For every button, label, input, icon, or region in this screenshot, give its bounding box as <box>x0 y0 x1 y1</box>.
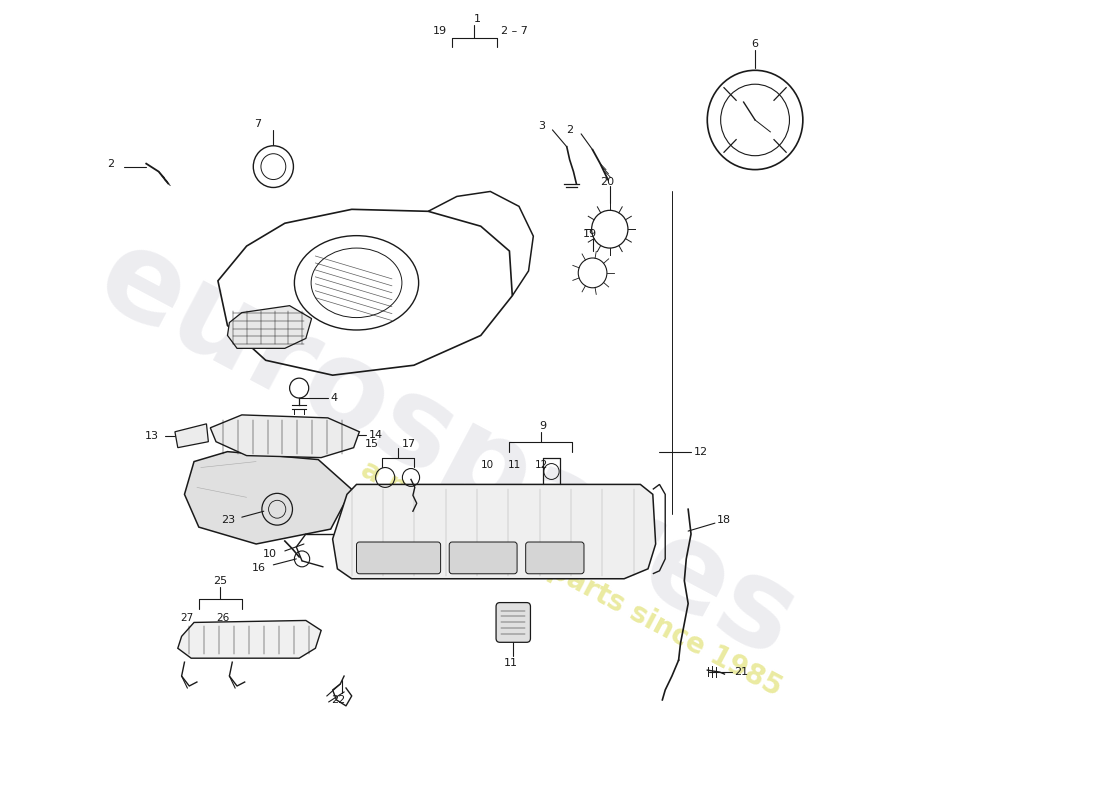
Polygon shape <box>178 621 321 658</box>
Text: 22: 22 <box>331 695 345 705</box>
Text: 14: 14 <box>368 430 383 440</box>
Text: 10: 10 <box>263 549 277 559</box>
Polygon shape <box>210 415 360 458</box>
Text: 21: 21 <box>734 667 748 677</box>
Text: a passion for parts since 1985: a passion for parts since 1985 <box>356 455 786 702</box>
Polygon shape <box>175 424 208 448</box>
Text: 15: 15 <box>364 438 378 449</box>
Text: 12: 12 <box>535 459 548 470</box>
Text: eurospares: eurospares <box>79 217 816 682</box>
Text: 18: 18 <box>717 515 732 525</box>
Text: 19: 19 <box>433 26 447 35</box>
Text: 20: 20 <box>601 177 615 186</box>
Text: 3: 3 <box>538 121 544 131</box>
Text: 1: 1 <box>473 14 481 24</box>
Text: 9: 9 <box>539 421 547 431</box>
Text: 25: 25 <box>212 576 227 586</box>
FancyBboxPatch shape <box>526 542 584 574</box>
Text: 12: 12 <box>694 446 708 457</box>
Text: 2: 2 <box>108 158 114 169</box>
FancyBboxPatch shape <box>449 542 517 574</box>
Polygon shape <box>332 485 656 578</box>
Text: 16: 16 <box>252 563 266 573</box>
FancyBboxPatch shape <box>356 542 441 574</box>
Text: 2 – 7: 2 – 7 <box>500 26 528 35</box>
Polygon shape <box>228 306 311 348</box>
Text: 26: 26 <box>216 614 229 623</box>
Text: 13: 13 <box>145 430 158 441</box>
Text: 23: 23 <box>221 515 235 525</box>
Text: 4: 4 <box>331 393 338 403</box>
Polygon shape <box>185 452 352 544</box>
Text: 27: 27 <box>180 614 194 623</box>
Text: 6: 6 <box>751 39 759 50</box>
Text: 17: 17 <box>402 438 416 449</box>
Text: 7: 7 <box>254 119 262 129</box>
Text: 19: 19 <box>583 229 597 239</box>
FancyBboxPatch shape <box>496 602 530 642</box>
Text: 11: 11 <box>507 459 520 470</box>
Text: 10: 10 <box>481 459 494 470</box>
Text: 2: 2 <box>566 125 573 135</box>
Text: 11: 11 <box>504 658 517 668</box>
